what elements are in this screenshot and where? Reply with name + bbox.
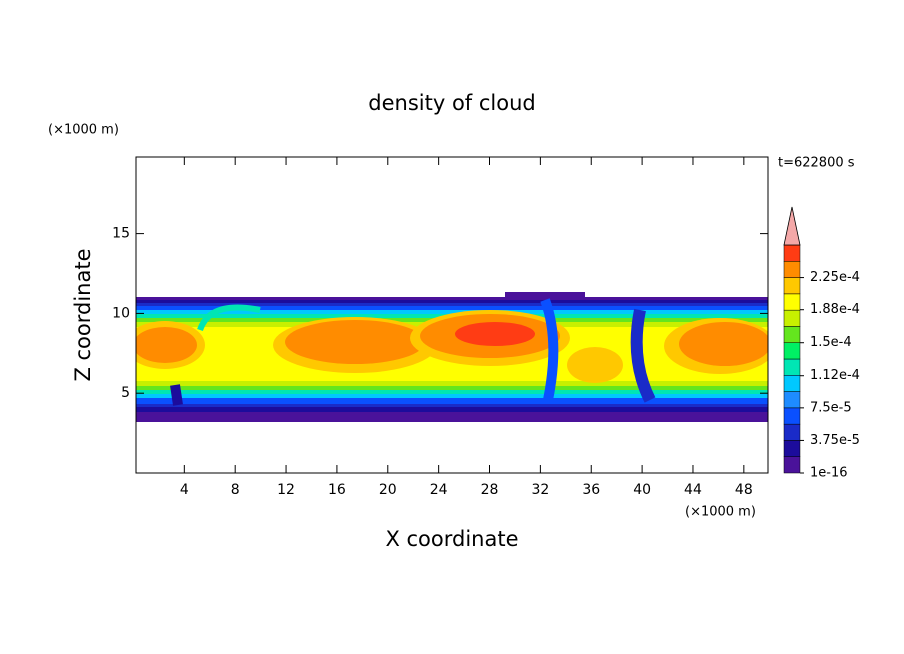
x-unit: (×1000 m) [685, 505, 756, 520]
colorbar-band [783, 244, 801, 262]
x-tick-label: 4 [180, 482, 189, 498]
colorbar-tick-label: 7.5e-5 [810, 400, 852, 415]
colorbar-band [783, 391, 801, 409]
x-tick-label: 16 [328, 482, 346, 498]
y-axis-label: Z coordinate [71, 248, 95, 381]
colorbar-band [783, 423, 801, 441]
x-axis-label: X coordinate [385, 527, 518, 551]
colorbar-band [783, 358, 801, 376]
colorbar-band [783, 342, 801, 360]
x-tick-label: 48 [735, 482, 753, 498]
contour-field [136, 292, 768, 422]
colorbar-band [783, 440, 801, 457]
colorbar-tick-label: 1.88e-4 [810, 302, 860, 317]
colorbar-band [783, 407, 801, 425]
chart-title: density of cloud [368, 91, 535, 115]
x-tick-label: 28 [481, 482, 499, 498]
x-tick-label: 24 [430, 482, 448, 498]
colorbar-band [783, 293, 801, 311]
x-tick-label: 12 [277, 482, 295, 498]
x-tick-label: 40 [633, 482, 651, 498]
x-tick-label: 36 [582, 482, 600, 498]
colorbar-tick-label: 2.25e-4 [810, 270, 860, 285]
y-tick-label: 10 [112, 305, 130, 321]
x-tick-label: 44 [684, 482, 702, 498]
colorbar-band [783, 277, 801, 295]
y-tick-label: 5 [121, 385, 130, 401]
colorbar-band [783, 375, 801, 392]
x-tick-label: 32 [531, 482, 549, 498]
y-unit: (×1000 m) [48, 123, 119, 138]
colorbar-extension [783, 206, 801, 246]
x-tick-label: 20 [379, 482, 397, 498]
colorbar-band [783, 309, 801, 327]
colorbar-tick-label: 1.12e-4 [810, 368, 860, 383]
plot-frame [135, 156, 769, 474]
colorbar-tick-label: 3.75e-5 [810, 433, 860, 448]
colorbar-band [783, 326, 801, 343]
y-tick-label: 15 [112, 226, 130, 242]
colorbar-tick-label: 1e-16 [810, 466, 848, 481]
x-tick-label: 8 [231, 482, 240, 498]
colorbar-band [783, 456, 801, 474]
colorbar-tick-label: 1.5e-4 [810, 335, 852, 350]
time-label: t=622800 s [778, 156, 855, 171]
colorbar-band [783, 261, 801, 278]
